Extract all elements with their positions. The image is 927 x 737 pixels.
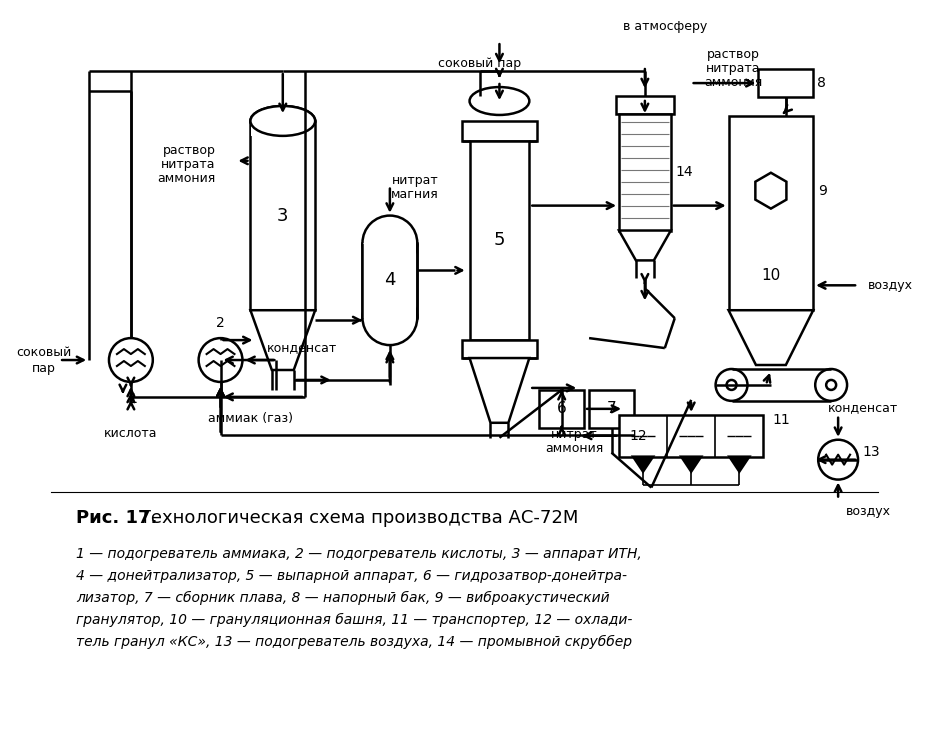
Polygon shape <box>729 310 813 365</box>
Text: 14: 14 <box>676 165 693 179</box>
Bar <box>729 116 813 310</box>
Bar <box>462 121 538 141</box>
Text: 5: 5 <box>494 231 505 250</box>
Polygon shape <box>681 457 701 472</box>
Text: нитрата: нитрата <box>161 158 216 171</box>
Text: конденсат: конденсат <box>828 402 898 414</box>
Text: тель гранул «КС», 13 — подогреватель воздуха, 14 — промывной скруббер: тель гранул «КС», 13 — подогреватель воз… <box>76 635 632 649</box>
Ellipse shape <box>362 290 417 345</box>
Circle shape <box>716 369 747 401</box>
Bar <box>616 96 674 114</box>
Text: аммония: аммония <box>705 76 763 88</box>
Text: 1: 1 <box>129 392 137 406</box>
Polygon shape <box>470 358 529 423</box>
Text: гранулятор, 10 — грануляционная башня, 11 — транспортер, 12 — охлади-: гранулятор, 10 — грануляционная башня, 1… <box>76 613 632 627</box>
Text: 13: 13 <box>862 444 880 458</box>
Text: соковый пар: соковый пар <box>438 57 521 70</box>
Text: воздух: воздух <box>845 505 891 518</box>
Text: пар: пар <box>32 362 57 374</box>
Bar <box>619 114 671 231</box>
Polygon shape <box>730 457 749 472</box>
Text: Рис. 17.: Рис. 17. <box>76 509 158 528</box>
Ellipse shape <box>362 216 417 270</box>
Bar <box>589 390 634 427</box>
Bar <box>540 390 584 427</box>
Text: 1 — подогреватель аммиака, 2 — подогреватель кислоты, 3 — аппарат ИТН,: 1 — подогреватель аммиака, 2 — подогрева… <box>76 548 641 562</box>
Polygon shape <box>619 231 671 260</box>
Text: 2: 2 <box>216 316 225 330</box>
Text: аммония: аммония <box>158 172 216 185</box>
Circle shape <box>198 338 243 382</box>
Text: нитрата: нитрата <box>706 62 761 74</box>
Polygon shape <box>756 172 786 209</box>
Polygon shape <box>250 310 315 370</box>
Text: 11: 11 <box>772 413 790 427</box>
Bar <box>250 121 315 310</box>
Text: нитрат: нитрат <box>391 174 438 187</box>
Circle shape <box>727 380 737 390</box>
Bar <box>470 141 529 340</box>
Text: нитрат: нитрат <box>551 428 598 441</box>
Text: 4 — донейтрализатор, 5 — выпарной аппарат, 6 — гидрозатвор-донейтра-: 4 — донейтрализатор, 5 — выпарной аппара… <box>76 569 627 583</box>
Text: магния: магния <box>391 188 438 201</box>
Bar <box>362 243 417 318</box>
Text: аммония: аммония <box>545 442 603 455</box>
Bar <box>363 243 416 318</box>
Text: конденсат: конденсат <box>267 341 337 354</box>
Bar <box>251 121 314 136</box>
Bar <box>462 340 538 358</box>
Text: Технологическая схема производства АС-72М: Технологическая схема производства АС-72… <box>133 509 578 528</box>
Text: в атмосферу: в атмосферу <box>623 20 707 32</box>
Text: кислота: кислота <box>104 427 158 440</box>
Text: аммиак (газ): аммиак (газ) <box>208 412 293 425</box>
Polygon shape <box>633 457 653 472</box>
Circle shape <box>826 380 836 390</box>
Circle shape <box>109 338 153 382</box>
Bar <box>619 415 764 457</box>
Text: лизатор, 7 — сборник плава, 8 — напорный бак, 9 — виброакустический: лизатор, 7 — сборник плава, 8 — напорный… <box>76 591 610 605</box>
Text: воздух: воздух <box>868 279 913 292</box>
Bar <box>758 69 813 97</box>
Text: 7: 7 <box>606 402 616 416</box>
Text: раствор: раствор <box>707 48 760 60</box>
Text: 12: 12 <box>629 429 646 443</box>
Text: 9: 9 <box>819 184 827 198</box>
Text: 10: 10 <box>761 268 781 283</box>
Text: раствор: раствор <box>162 144 216 157</box>
Ellipse shape <box>250 106 315 136</box>
Ellipse shape <box>470 87 529 115</box>
Text: 8: 8 <box>818 76 826 90</box>
Text: 6: 6 <box>557 402 566 416</box>
Circle shape <box>819 440 858 480</box>
Circle shape <box>815 369 847 401</box>
Text: 4: 4 <box>384 271 396 290</box>
Ellipse shape <box>250 106 315 136</box>
Text: 3: 3 <box>277 206 288 225</box>
Text: соковый: соковый <box>17 346 72 359</box>
